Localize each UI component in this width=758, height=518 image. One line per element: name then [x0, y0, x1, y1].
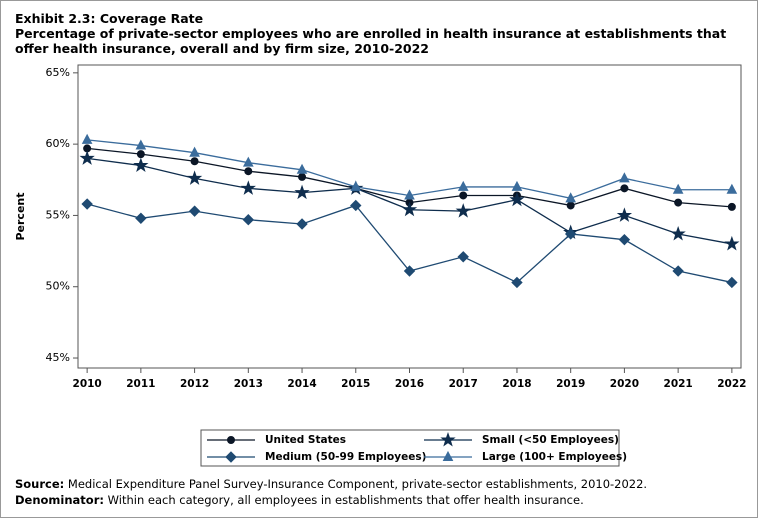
marker: [509, 191, 525, 207]
marker: [242, 156, 254, 167]
y-tick-label: 65%: [46, 66, 70, 79]
marker: [403, 265, 416, 277]
x-tick-label: 2011: [126, 378, 155, 390]
x-tick-label: 2021: [664, 378, 693, 390]
marker: [511, 180, 523, 191]
note-text: Within each category, all employees in e…: [107, 493, 584, 507]
marker: [619, 172, 630, 183]
marker: [459, 191, 468, 200]
title-block: Exhibit 2.3: Coverage Rate Percentage of…: [15, 11, 740, 56]
marker: [242, 214, 255, 226]
note-text: Medical Expenditure Panel Survey-Insuran…: [67, 477, 648, 491]
marker: [244, 167, 253, 176]
y-tick-label: 60%: [46, 137, 70, 150]
marker: [404, 189, 415, 200]
chart-subtitle: Percentage of private-sector employees w…: [15, 26, 727, 56]
x-tick-label: 2016: [395, 378, 424, 390]
marker: [440, 431, 456, 447]
marker: [565, 192, 577, 203]
marker: [190, 157, 199, 166]
marker: [189, 146, 200, 157]
marker: [188, 205, 201, 217]
legend-item: Small (<50 Employees): [424, 431, 619, 447]
marker: [240, 180, 256, 195]
marker: [135, 139, 147, 150]
y-tick-label: 50%: [46, 280, 70, 293]
marker: [620, 184, 629, 193]
marker: [618, 233, 631, 246]
chart-title: Exhibit 2.3: Coverage Rate: [15, 11, 204, 26]
plot-area: [77, 64, 742, 369]
notes: Source: Medical Expenditure Panel Survey…: [15, 476, 647, 508]
marker: [724, 235, 740, 251]
legend-item: Large (100+ Employees): [424, 450, 627, 463]
x-tick-label: 2022: [717, 378, 746, 390]
marker: [455, 203, 471, 218]
x-tick-label: 2014: [287, 378, 316, 390]
marker: [457, 180, 469, 191]
marker: [296, 218, 308, 230]
y-axis-label: Percent: [14, 192, 27, 240]
marker: [670, 225, 686, 241]
y-tick-label: 55%: [46, 208, 70, 221]
marker: [511, 276, 523, 289]
legend-box: [200, 429, 620, 467]
marker: [136, 150, 145, 159]
marker: [564, 228, 577, 240]
marker: [350, 199, 362, 212]
marker: [457, 251, 469, 263]
note: Denominator: Within each category, all e…: [15, 492, 647, 508]
marker: [298, 172, 307, 181]
marker: [726, 276, 738, 289]
x-tick-label: 2018: [502, 378, 531, 390]
marker: [296, 163, 308, 174]
x-tick-label: 2017: [449, 378, 478, 390]
x-tick-label: 2010: [73, 378, 102, 390]
legend-item: United States: [207, 434, 346, 446]
legend-label: Medium (50-99 Employees): [265, 451, 426, 463]
marker: [350, 180, 362, 191]
marker: [81, 198, 93, 210]
marker: [566, 201, 575, 210]
marker: [674, 198, 683, 207]
y-tick-label: 45%: [46, 351, 70, 364]
x-tick-label: 2015: [341, 378, 370, 390]
marker: [672, 183, 684, 194]
marker: [133, 157, 149, 173]
legend-item: Medium (50-99 Employees): [207, 451, 426, 463]
marker: [401, 201, 418, 217]
marker: [79, 150, 95, 165]
marker: [135, 212, 147, 224]
marker: [727, 202, 736, 211]
x-tick-label: 2013: [234, 378, 263, 390]
legend-label: Small (<50 Employees): [482, 434, 619, 446]
marker: [442, 450, 454, 461]
marker: [225, 451, 237, 463]
x-tick-label: 2020: [610, 378, 639, 390]
legend-label: Large (100+ Employees): [482, 451, 627, 463]
note-label: Source:: [15, 477, 65, 491]
note-label: Denominator:: [15, 493, 104, 507]
marker: [616, 207, 633, 222]
marker: [227, 436, 235, 444]
marker: [294, 184, 310, 200]
marker: [672, 265, 684, 277]
x-tick-label: 2019: [556, 378, 585, 390]
marker: [81, 133, 93, 144]
marker: [186, 170, 203, 185]
legend-label: United States: [265, 434, 346, 446]
note: Source: Medical Expenditure Panel Survey…: [15, 476, 647, 492]
marker: [726, 183, 738, 194]
x-tick-label: 2012: [180, 378, 209, 390]
